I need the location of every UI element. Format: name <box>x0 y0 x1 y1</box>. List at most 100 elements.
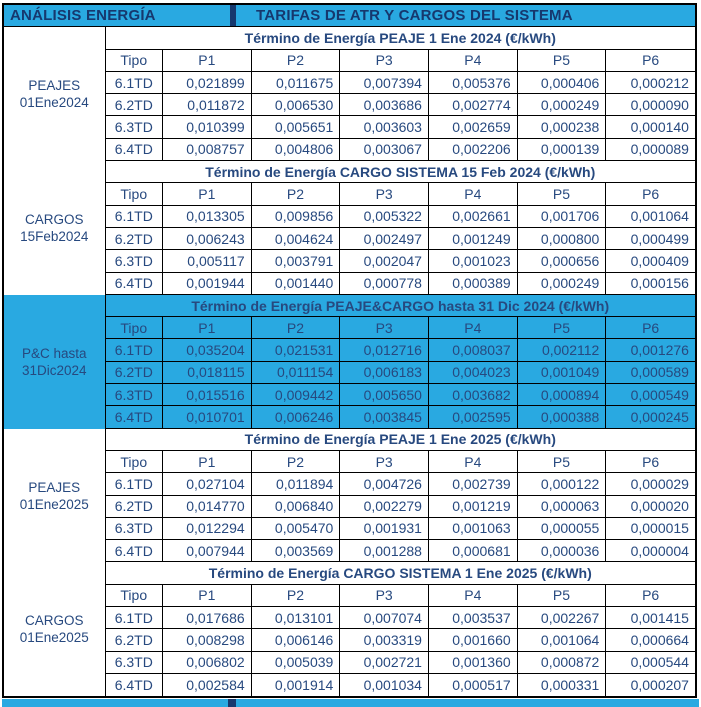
tipo-cell: 6.4TD <box>106 673 163 697</box>
column-header: P2 <box>252 183 341 205</box>
value-cell: 0,009856 <box>252 205 341 227</box>
value-cell: 0,004806 <box>252 138 341 161</box>
column-header: P4 <box>429 317 518 339</box>
value-cell: 0,000331 <box>518 673 607 697</box>
value-cell: 0,007074 <box>340 607 429 629</box>
value-cell: 0,001034 <box>340 673 429 697</box>
value-cell: 0,000063 <box>518 495 607 517</box>
column-header: P5 <box>518 584 607 607</box>
column-header: P4 <box>429 49 518 71</box>
value-cell: 0,002584 <box>163 673 252 697</box>
column-header-row: Tipo P1 P2 P3 P4 P5 P6 <box>105 183 695 206</box>
value-cell: 0,008037 <box>429 339 518 361</box>
analysis-title: ANÁLISIS ENERGÍA <box>10 7 156 25</box>
value-cell: 0,003067 <box>340 138 429 161</box>
section-body: Término de Energía PEAJE 1 Ene 2025 (€/k… <box>105 428 695 563</box>
value-cell: 0,000872 <box>518 651 607 673</box>
value-cell: 0,001706 <box>518 205 607 227</box>
table-row: 6.2TD 0,006243 0,004624 0,002497 0,001249 0,0… <box>105 227 695 251</box>
column-header: P4 <box>429 183 518 205</box>
value-cell: 0,015516 <box>163 384 252 406</box>
section-title: Término de Energía CARGO SISTEMA 1 Ene 2… <box>105 562 695 585</box>
value-cell: 0,001931 <box>340 517 429 540</box>
value-cell: 0,000207 <box>630 677 689 694</box>
tariff-sections: PEAJES 01Ene2024 Término de Energía PEAJE … <box>4 27 695 697</box>
value-cell: 0,003569 <box>252 540 341 562</box>
tipo-cell: 6.2TD <box>106 629 163 651</box>
value-cell: 0,010399 <box>163 116 252 138</box>
value-cell: 0,000249 <box>518 94 607 116</box>
value-cell: 0,000029 <box>630 475 689 492</box>
section-body: Término de Energía PEAJE&CARGO hasta 31 … <box>105 294 695 429</box>
value-cell: 0,000122 <box>518 473 607 495</box>
tipo-cell: 6.1TD <box>106 607 163 629</box>
value-cell: 0,000020 <box>630 498 689 515</box>
table-row: 6.4TD 0,010701 0,006246 0,003845 0,002595 0,0… <box>105 406 695 429</box>
value-cell: 0,021899 <box>163 71 252 94</box>
value-cell: 0,014770 <box>163 495 252 517</box>
value-cell: 0,002659 <box>429 116 518 138</box>
tariff-section: CARGOS 01Ene2025 Término de Energía CARGO … <box>4 562 695 697</box>
table-row: 6.2TD 0,008298 0,006146 0,003319 0,001660 0,0… <box>105 629 695 652</box>
column-header: P2 <box>252 49 341 71</box>
column-header: P6 <box>642 186 660 203</box>
tipo-cell: 6.2TD <box>106 495 163 517</box>
tipo-cell: 6.2TD <box>106 94 163 116</box>
section-row-label-line: PEAJES <box>28 78 81 94</box>
tipo-cell: 6.1TD <box>106 71 163 94</box>
value-cell: 0,000212 <box>630 74 689 91</box>
value-cell: 0,001249 <box>429 227 518 250</box>
section-row-label-line: PEAJES <box>28 479 81 495</box>
value-cell: 0,002047 <box>340 250 429 272</box>
value-cell: 0,000139 <box>518 138 607 161</box>
value-cell: 0,001660 <box>429 629 518 651</box>
section-row-label: PEAJES 01Ene2024 <box>4 27 106 162</box>
table-row: 6.3TD 0,006802 0,005039 0,002721 0,001360 0,0… <box>105 651 695 674</box>
tariff-table: ANÁLISIS ENERGÍA TARIFAS DE ATR Y CARGOS… <box>2 3 697 699</box>
column-header: P3 <box>340 49 429 71</box>
value-cell: 0,000388 <box>518 406 607 428</box>
value-cell: 0,001276 <box>630 342 689 359</box>
value-cell: 0,007944 <box>163 540 252 562</box>
value-cell: 0,000090 <box>630 96 689 113</box>
value-cell: 0,002595 <box>429 406 518 428</box>
value-cell: 0,000409 <box>630 252 689 269</box>
section-row-label-line: 01Ene2025 <box>19 496 89 512</box>
column-header-row: Tipo P1 P2 P3 P4 P5 P6 <box>105 49 695 72</box>
column-header: P2 <box>252 317 341 339</box>
value-cell: 0,000004 <box>630 542 689 559</box>
section-body: Término de Energía PEAJE 1 Ene 2024 (€/k… <box>105 27 695 162</box>
tipo-cell: 6.4TD <box>106 138 163 161</box>
value-cell: 0,001023 <box>429 250 518 272</box>
tariff-section: P&C hasta 31Dic2024 Término de Energía PEA… <box>4 294 695 429</box>
section-row-label: CARGOS 01Ene2025 <box>4 562 106 697</box>
value-cell: 0,000544 <box>630 654 689 671</box>
value-cell: 0,006183 <box>340 361 429 384</box>
value-cell: 0,002774 <box>429 94 518 116</box>
value-cell: 0,007394 <box>340 71 429 94</box>
value-cell: 0,011872 <box>163 94 252 116</box>
column-header: P1 <box>163 317 252 339</box>
column-header: P6 <box>642 319 660 336</box>
column-header: Tipo <box>106 183 163 205</box>
strip-divider <box>228 699 236 707</box>
value-cell: 0,006246 <box>252 406 341 428</box>
value-cell: 0,003686 <box>340 94 429 116</box>
tipo-cell: 6.2TD <box>106 227 163 250</box>
column-header: P6 <box>642 587 660 604</box>
table-row: 6.4TD 0,001944 0,001440 0,000778 0,000389 0,0… <box>105 272 695 295</box>
section-row-label-line: P&C hasta <box>21 345 87 361</box>
value-cell: 0,013305 <box>163 205 252 227</box>
value-cell: 0,005470 <box>252 517 341 540</box>
value-cell: 0,003537 <box>429 607 518 629</box>
value-cell: 0,012294 <box>163 517 252 540</box>
value-cell: 0,001944 <box>163 272 252 294</box>
table-row: 6.4TD 0,008757 0,004806 0,003067 0,002206 0,0… <box>105 138 695 162</box>
column-header: P1 <box>163 450 252 473</box>
value-cell: 0,001360 <box>429 651 518 673</box>
table-row: 6.4TD 0,002584 0,001914 0,001034 0,000517 0,0… <box>105 673 695 697</box>
value-cell: 0,005376 <box>429 71 518 94</box>
value-cell: 0,002739 <box>429 473 518 495</box>
column-header: Tipo <box>106 450 163 473</box>
tariff-section: PEAJES 01Ene2024 Término de Energía PEAJE … <box>4 27 695 162</box>
